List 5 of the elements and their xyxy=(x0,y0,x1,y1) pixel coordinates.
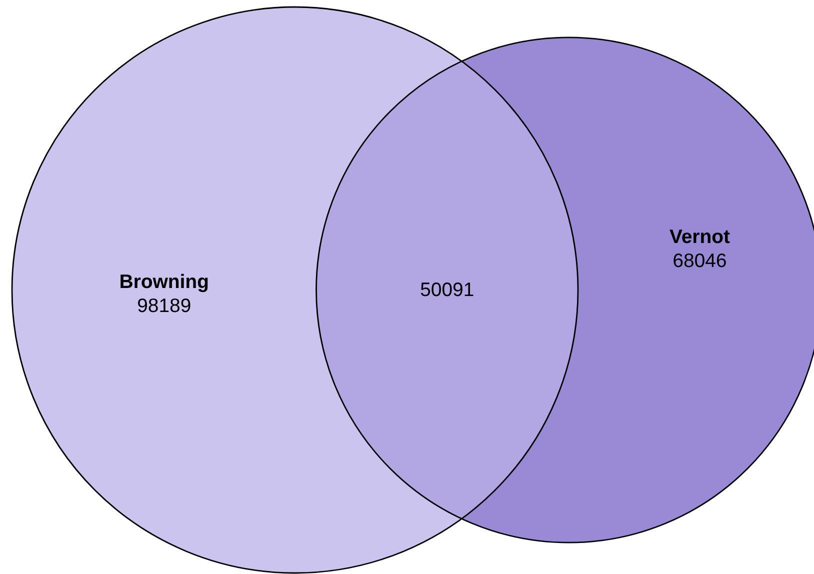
data-label: 68046 xyxy=(674,253,726,268)
category-label: Browning xyxy=(120,274,208,292)
text: 50091 xyxy=(420,282,474,296)
data-label: 98189 xyxy=(138,298,190,312)
category-label: Vernot xyxy=(670,230,730,244)
